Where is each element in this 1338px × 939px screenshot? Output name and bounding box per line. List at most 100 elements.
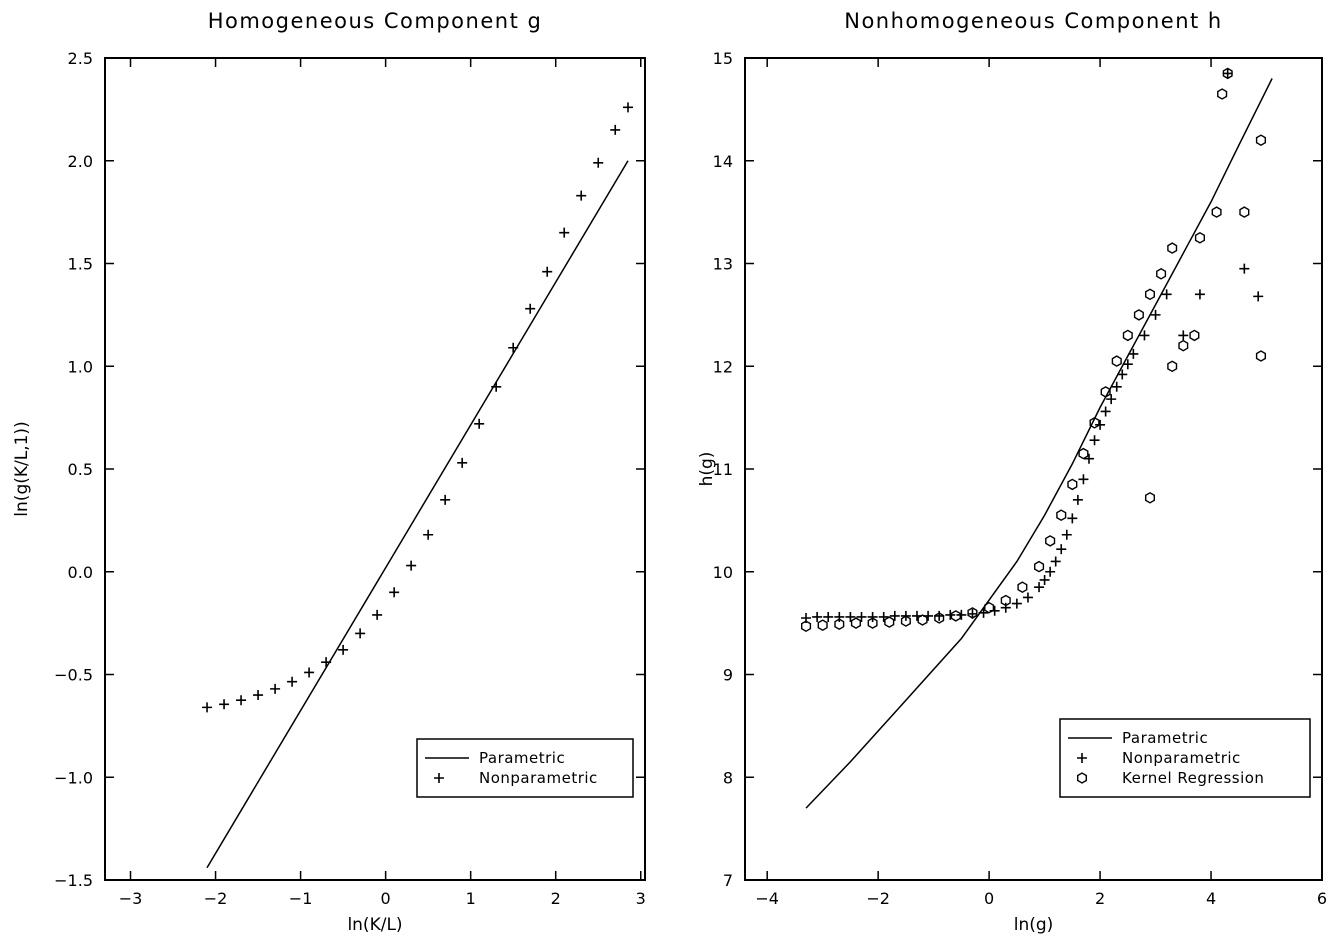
x-tick-label: 6 [1317, 889, 1327, 908]
data-point-plus [1056, 544, 1067, 555]
data-point-plus [321, 657, 332, 668]
data-point-hexagon [1078, 447, 1089, 460]
data-point-hexagon [817, 619, 828, 632]
data-point-plus [1050, 556, 1061, 567]
legend-hexagon-swatch [1077, 772, 1087, 784]
data-point-plus [355, 628, 366, 639]
data-point-hexagon [1239, 206, 1250, 218]
data-point-plus [1122, 359, 1133, 370]
data-point-plus [622, 102, 633, 113]
data-point-plus [423, 529, 434, 540]
data-point-hexagon [934, 612, 945, 624]
data-point-hexagon [1089, 416, 1100, 429]
data-point-hexagon [1056, 509, 1067, 522]
data-point-hexagon [984, 601, 995, 614]
data-point-hexagon [1145, 288, 1155, 301]
series-parametric [206, 160, 629, 869]
data-point-plus [1039, 574, 1050, 585]
x-tick-label: 4 [1206, 889, 1216, 908]
series-nonparametric [801, 68, 1264, 623]
data-point-plus [525, 303, 536, 314]
legend: Parametric Nonparametric [416, 738, 634, 798]
data-point-plus [474, 418, 485, 429]
data-point-hexagon [801, 620, 812, 633]
data-point-hexagon [884, 616, 895, 628]
data-point-hexagon [1211, 206, 1222, 218]
data-point-plus [1095, 419, 1106, 430]
y-tick-label: −1.5 [54, 871, 93, 890]
x-tick-label: 0 [381, 889, 391, 908]
data-point-plus [1067, 513, 1078, 524]
x-axis-label: ln(g) [1014, 915, 1054, 935]
y-axis-label: ln(g(K/L,1)) [12, 421, 32, 516]
y-tick-label: 11 [713, 460, 733, 479]
data-point-hexagon [1255, 134, 1266, 147]
data-point-plus [812, 611, 823, 622]
data-point-hexagon [900, 615, 911, 627]
y-tick-label: 8 [723, 768, 733, 787]
data-point-plus [1061, 529, 1072, 540]
y-tick-label: 10 [713, 563, 733, 582]
data-point-plus [834, 611, 845, 622]
data-point-plus [1128, 348, 1139, 359]
data-point-hexagon [1000, 594, 1011, 607]
y-tick-label: −0.5 [54, 666, 93, 685]
legend-box [416, 738, 634, 798]
data-point-hexagon [1167, 242, 1178, 254]
legend-box [1059, 718, 1311, 798]
y-tick-label: −1.0 [54, 768, 93, 787]
legend: Parametric Nonparametric Kernel Regression [1059, 718, 1311, 798]
data-point-plus [559, 227, 570, 238]
chart-title: Nonhomogeneous Component h [844, 9, 1223, 33]
data-point-plus [867, 611, 878, 622]
data-point-plus [878, 611, 889, 622]
data-point-plus [236, 695, 247, 706]
data-point-plus [219, 699, 230, 710]
data-point-hexagon [1156, 267, 1167, 280]
data-point-hexagon [967, 607, 978, 619]
data-point-plus [610, 124, 621, 135]
legend-plus-swatch [1077, 753, 1087, 763]
legend-label: Parametric [479, 749, 565, 767]
data-point-plus [856, 611, 867, 622]
data-point-hexagon [1034, 560, 1045, 573]
data-point-plus [978, 607, 989, 618]
data-point-plus [1161, 289, 1172, 300]
data-point-plus [372, 609, 383, 620]
data-point-plus [1089, 435, 1100, 446]
data-point-hexagon [917, 614, 928, 626]
x-tick-label: −3 [119, 889, 143, 908]
data-point-hexagon [1133, 309, 1144, 321]
y-axis-label: h(g) [697, 452, 717, 487]
x-tick-label: 3 [636, 889, 646, 908]
data-point-hexagon [1100, 386, 1111, 398]
data-point-plus [542, 266, 553, 277]
data-point-plus [389, 587, 400, 598]
data-point-plus [1034, 582, 1045, 593]
data-point-plus [1078, 474, 1089, 485]
data-point-plus [1011, 598, 1022, 609]
data-point-plus [1022, 592, 1033, 603]
data-point-plus [1000, 602, 1011, 613]
data-point-hexagon [1017, 581, 1028, 594]
y-tick-label: 12 [713, 357, 733, 376]
y-tick-label: 13 [713, 255, 733, 274]
series-line [206, 160, 629, 869]
data-point-plus [1106, 394, 1117, 405]
data-point-plus [440, 494, 451, 505]
y-tick-label: 0.0 [68, 563, 93, 582]
y-tick-label: 9 [723, 666, 733, 685]
data-point-plus [1150, 309, 1161, 320]
data-point-plus [1100, 406, 1111, 417]
chart-panel-2: Nonhomogeneous Component h −4 −2 0 2 4 6 7 8 9 10 1… [697, 9, 1327, 935]
data-point-plus [1222, 68, 1233, 79]
x-tick-label: −2 [866, 889, 890, 908]
data-point-plus [1139, 330, 1150, 341]
data-point-plus [1072, 494, 1083, 505]
data-point-hexagon [1167, 360, 1178, 373]
data-point-hexagon [1189, 329, 1200, 342]
data-point-plus [889, 610, 900, 621]
legend-label: Kernel Regression [1122, 769, 1264, 787]
data-point-hexagon [1255, 350, 1266, 362]
